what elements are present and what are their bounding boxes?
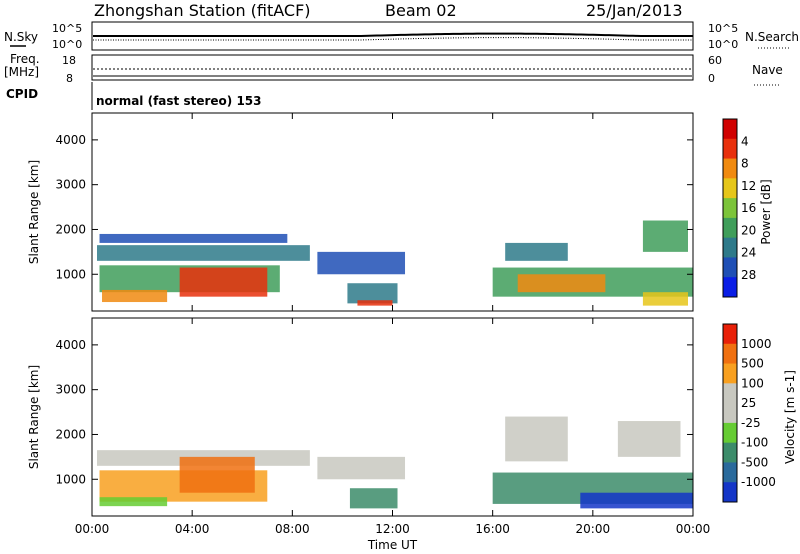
nsearch-curve	[93, 37, 693, 41]
velocity-colorbar-label: Velocity [m s-1]	[783, 370, 797, 464]
power-colorbar-tick-label: 4	[741, 134, 749, 148]
power-colorbar-label: Power [dB]	[759, 179, 773, 244]
velocity-data-region	[580, 492, 693, 509]
nsky-curve	[93, 32, 693, 37]
power-data-region	[517, 274, 606, 293]
velocity-colorbar-tick-label: 100	[741, 376, 764, 390]
power-colorbar-tick-label: 16	[741, 201, 756, 215]
freq-strip-frame	[91, 54, 694, 81]
velocity-colorbar-segment	[723, 324, 737, 345]
power-y-tick-label: 4000	[55, 133, 86, 147]
velocity-colorbar-segment	[723, 343, 737, 365]
power-colorbar-tick-label: 28	[741, 268, 756, 282]
velocity-colorbar-segment	[723, 422, 737, 444]
velocity-x-tick-label: 16:00	[475, 522, 510, 536]
velocity-colorbar-tick-label: 1000	[741, 337, 772, 351]
power-y-axis-label: Slant Range [km]	[27, 160, 41, 264]
beam-label: Beam 02	[385, 1, 457, 20]
power-data-region	[357, 300, 393, 306]
power-colorbar-segment	[723, 237, 737, 258]
velocity-colorbar-frame	[722, 323, 738, 503]
power-colorbar-segment	[723, 217, 737, 239]
nave-tick-top: 60	[708, 54, 722, 67]
power-colorbar-segment	[723, 119, 737, 140]
power-data-region	[347, 283, 398, 304]
velocity-x-tick-label: 12:00	[375, 522, 410, 536]
power-data-region	[179, 267, 268, 297]
velocity-colorbar-tick-label: -1000	[741, 475, 776, 489]
power-data-region	[97, 245, 310, 261]
power-y-tick-label: 2000	[55, 222, 86, 236]
station-title: Zhongshan Station (fitACF)	[94, 1, 311, 20]
power-y-tick-label: 3000	[55, 178, 86, 192]
velocity-data-region	[617, 421, 681, 457]
velocity-data-region	[179, 456, 255, 493]
cpid-label: CPID	[6, 87, 38, 101]
power-colorbar-segment	[723, 198, 737, 219]
velocity-y-tick-label: 2000	[55, 427, 86, 441]
nsky-label: N.Sky	[4, 30, 38, 44]
velocity-colorbar-tick-label: 25	[741, 396, 756, 410]
power-data-region	[102, 289, 168, 303]
velocity-colorbar-segment	[723, 363, 737, 384]
nsky-tick-top: 10^5	[52, 22, 82, 35]
power-colorbar-segment	[723, 158, 737, 179]
velocity-y-tick-label: 3000	[55, 383, 86, 397]
power-data-region	[642, 292, 688, 306]
velocity-y-axis-label: Slant Range [km]	[27, 365, 41, 469]
power-data-region	[317, 251, 406, 275]
velocity-panel: 1000 2000 3000 4000 Slant Range [km] 1000 500 1…	[27, 317, 797, 552]
power-colorbar-segment	[723, 178, 737, 199]
power-data-region	[642, 220, 688, 252]
power-colorbar-frame	[722, 118, 738, 298]
freq-label-line2: [MHz]	[4, 65, 39, 79]
power-colorbar-tick-label: 8	[741, 157, 749, 171]
velocity-colorbar-segment	[723, 442, 737, 463]
velocity-x-axis-label: Time UT	[367, 538, 418, 552]
freq-tick-top: 18	[62, 54, 76, 67]
nsearch-label: N.Search	[745, 30, 799, 44]
power-y-tick-label: 1000	[55, 267, 86, 281]
velocity-data-region	[349, 488, 398, 509]
velocity-data-region	[99, 497, 168, 507]
velocity-x-tick-label: 00:00	[75, 522, 110, 536]
cpid-text: normal (fast stereo) 153	[96, 94, 262, 108]
power-colorbar-tick-label: 24	[741, 246, 756, 260]
velocity-colorbar-tick-label: -100	[741, 436, 768, 450]
date-label: 25/Jan/2013	[586, 1, 683, 20]
nsky-tick-bottom: 10^0	[52, 38, 82, 51]
velocity-colorbar-segment	[723, 462, 737, 483]
power-colorbar-tick-label: 20	[741, 223, 756, 237]
nsearch-tick-bottom: 10^0	[708, 38, 738, 51]
nave-tick-bottom: 0	[708, 72, 715, 85]
velocity-x-tick-label: 04:00	[175, 522, 210, 536]
power-panel: 1000 2000 3000 4000 Slant Range [km] 4 8 12 16 20…	[27, 112, 773, 312]
power-colorbar-tick-label: 12	[741, 179, 756, 193]
velocity-x-tick-label: 08:00	[275, 522, 310, 536]
velocity-colorbar-segment	[723, 403, 737, 424]
velocity-x-tick-label: 00:00	[676, 522, 711, 536]
velocity-colorbar-segment	[723, 482, 737, 503]
velocity-colorbar-tick-label: -500	[741, 455, 768, 469]
power-colorbar-segment	[723, 277, 737, 298]
velocity-y-tick-label: 1000	[55, 472, 86, 486]
velocity-data-region	[505, 416, 568, 462]
velocity-x-tick-label: 20:00	[576, 522, 611, 536]
nave-label: Nave	[752, 63, 783, 77]
power-data-region	[505, 242, 568, 261]
velocity-data-region	[317, 456, 406, 480]
freq-label-line1: Freq.	[10, 52, 40, 66]
nsearch-tick-top: 10^5	[708, 22, 738, 35]
velocity-colorbar-tick-label: -25	[741, 416, 761, 430]
velocity-y-tick-label: 4000	[55, 338, 86, 352]
power-colorbar-segment	[723, 257, 737, 278]
freq-tick-bottom: 8	[66, 72, 73, 85]
power-data-region	[99, 233, 288, 243]
velocity-colorbar-segment	[723, 383, 737, 404]
power-colorbar-segment	[723, 138, 737, 160]
velocity-colorbar-tick-label: 500	[741, 357, 764, 371]
